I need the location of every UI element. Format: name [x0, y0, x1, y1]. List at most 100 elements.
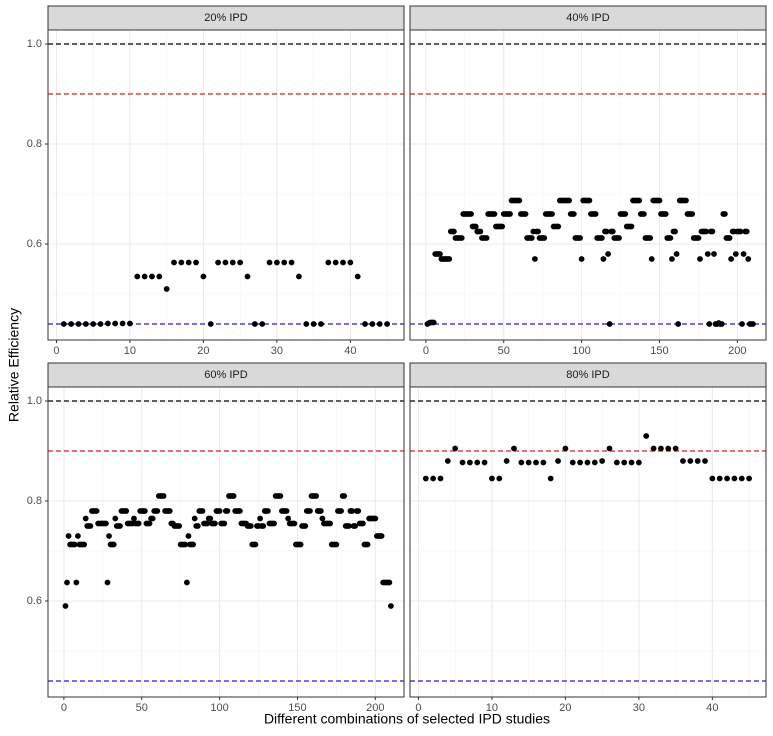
- point: [106, 533, 112, 539]
- point: [378, 533, 385, 539]
- point: [384, 321, 391, 327]
- point: [264, 508, 271, 514]
- point: [291, 520, 298, 527]
- point: [541, 235, 548, 241]
- point: [613, 459, 620, 466]
- point: [191, 515, 198, 522]
- point: [704, 251, 711, 257]
- point: [212, 520, 218, 527]
- point: [273, 259, 280, 266]
- point: [135, 520, 142, 527]
- point: [171, 259, 177, 266]
- point: [319, 515, 326, 522]
- point: [64, 579, 70, 586]
- point: [182, 541, 189, 548]
- point: [600, 256, 607, 262]
- point: [207, 515, 214, 522]
- point: [716, 475, 723, 482]
- point: [325, 259, 332, 266]
- point: [647, 235, 654, 241]
- point: [528, 235, 535, 241]
- point: [606, 321, 613, 327]
- point: [503, 458, 510, 464]
- point: [702, 458, 708, 464]
- point: [459, 459, 466, 466]
- point: [341, 493, 348, 499]
- point: [333, 541, 340, 548]
- x-tick-label: 150: [650, 345, 668, 357]
- point: [62, 603, 69, 609]
- point: [466, 459, 473, 466]
- point: [160, 493, 167, 499]
- point: [317, 508, 324, 514]
- x-tick-label: 0: [53, 345, 59, 357]
- point: [745, 256, 752, 262]
- point: [695, 235, 702, 241]
- point: [675, 321, 682, 327]
- point: [349, 508, 355, 514]
- point: [110, 541, 117, 548]
- y-tick-label: 0.8: [27, 138, 42, 150]
- panel: 0 50 100 150 200 40% IPD: [409, 5, 767, 357]
- point: [578, 256, 585, 262]
- point: [222, 259, 229, 266]
- x-axis-title: Different combinations of selected IPD s…: [264, 711, 550, 727]
- point: [709, 228, 716, 235]
- point: [204, 520, 211, 527]
- y-tick-label: 0.6: [27, 238, 42, 250]
- point: [372, 515, 379, 522]
- point: [738, 475, 745, 482]
- x-tick-label: 10: [124, 345, 136, 357]
- point: [697, 256, 703, 262]
- point: [622, 211, 629, 217]
- x-tick-label: 20: [197, 345, 209, 357]
- point: [673, 251, 680, 257]
- point: [437, 251, 443, 257]
- point: [215, 259, 222, 266]
- point: [75, 321, 82, 327]
- point: [236, 508, 243, 514]
- point: [117, 523, 123, 529]
- point: [499, 223, 506, 230]
- point: [667, 235, 674, 241]
- point: [184, 579, 190, 586]
- point: [648, 256, 655, 262]
- point: [65, 533, 72, 539]
- point: [446, 256, 453, 262]
- point: [605, 251, 611, 257]
- point: [244, 273, 251, 280]
- x-tick-label: 200: [366, 702, 384, 714]
- point: [221, 520, 228, 527]
- strip-title: 40% IPD: [566, 12, 609, 24]
- point: [731, 475, 738, 482]
- point: [75, 533, 81, 539]
- point: [194, 523, 201, 529]
- point: [555, 223, 562, 230]
- x-tick-label: 30: [633, 702, 645, 714]
- point: [650, 445, 657, 452]
- point: [718, 321, 725, 327]
- point: [259, 321, 266, 327]
- point: [591, 459, 598, 466]
- point: [277, 493, 284, 499]
- point: [318, 321, 324, 327]
- point: [750, 321, 756, 327]
- point: [251, 321, 258, 327]
- point: [577, 235, 583, 241]
- point: [683, 197, 689, 204]
- point: [577, 459, 584, 466]
- point: [257, 515, 264, 522]
- point: [285, 515, 292, 522]
- point: [288, 259, 295, 266]
- x-tick-label: 0: [415, 702, 421, 714]
- point: [616, 235, 622, 241]
- point: [452, 445, 459, 452]
- point: [662, 211, 669, 217]
- point: [176, 523, 183, 529]
- point: [641, 211, 647, 217]
- point: [422, 475, 429, 482]
- point: [430, 475, 437, 482]
- panel: 0.6 0.8 1.0 0 50 100 150 200 60% IPD: [27, 362, 405, 714]
